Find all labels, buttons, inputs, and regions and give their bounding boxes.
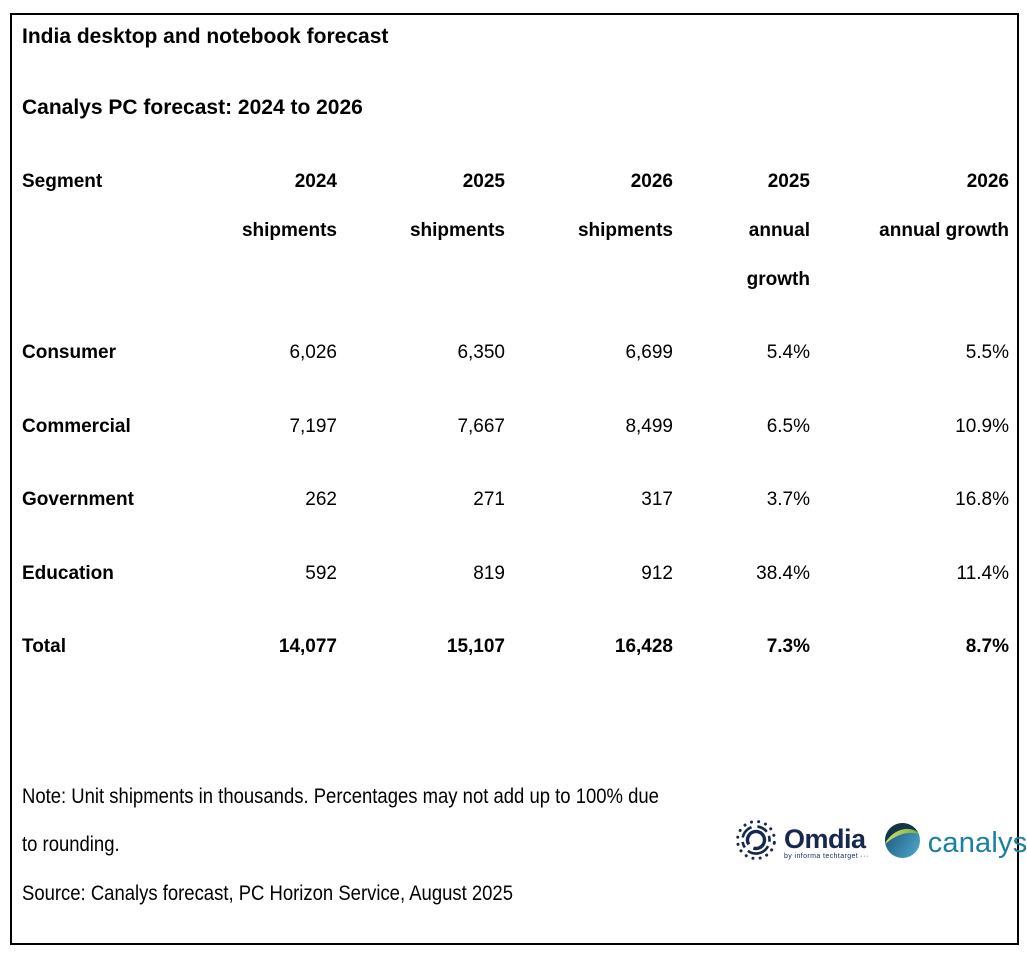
table-row-consumer: Consumer 6,026 6,350 6,699 5.4% 5.5% (22, 343, 1009, 417)
footnote-line-2: to rounding. (22, 833, 120, 856)
source-line: Source: Canalys forecast, PC Horizon Ser… (22, 882, 513, 905)
cell-2026-shipments: 16,428 (614, 636, 673, 658)
cell-2025-shipments: 271 (473, 489, 505, 511)
cell-2026-growth: 16.8% (955, 489, 1009, 511)
table-body: Consumer 6,026 6,350 6,699 5.4% 5.5% Com… (22, 343, 1009, 711)
cell-2025-shipments: 6,350 (457, 342, 505, 363)
chart-subtitle: Canalys PC forecast: 2024 to 2026 (22, 96, 363, 119)
table-row-government: Government 262 271 317 3.7% 16.8% (22, 490, 1009, 564)
cell-2026-growth: 10.9% (955, 415, 1009, 437)
segment-label: Commercial (22, 415, 131, 437)
omdia-wordmark: Omdia (784, 823, 866, 854)
cell-2024-shipments: 14,077 (278, 636, 337, 658)
cell-2024-shipments: 262 (305, 489, 337, 511)
chart-frame: India desktop and notebook forecast Cana… (10, 13, 1027, 945)
cell-2026-shipments: 317 (641, 489, 673, 511)
table-row-education: Education 592 819 912 38.4% 11.4% (22, 562, 1009, 638)
table-header-row: Segment 2024 shipments 2025 shipments 20… (22, 157, 1009, 304)
omdia-ring-icon (734, 818, 778, 867)
segment-label: Consumer (22, 342, 116, 363)
cell-2025-growth: 7.3% (766, 636, 810, 658)
logo-area: Omdia by informa techtarget ··· (734, 818, 1027, 867)
header-2024-shipments: 2024 shipments (241, 171, 337, 241)
cell-2025-growth: 6.5% (766, 415, 810, 437)
header-2026-shipments: 2026 shipments (577, 171, 673, 241)
header-2025-annual-growth: 2025 annual growth (746, 171, 810, 290)
cell-2025-shipments: 15,107 (446, 636, 505, 658)
cell-2025-growth: 5.4% (766, 342, 810, 363)
canalys-wordmark: canalys (927, 826, 1027, 859)
cell-2026-shipments: 8,499 (625, 415, 673, 437)
chart-title: India desktop and notebook forecast (22, 25, 389, 48)
omdia-tagline: by informa techtarget ··· (784, 852, 869, 860)
segment-label: Education (22, 562, 114, 584)
cell-2025-growth: 38.4% (756, 562, 810, 584)
cell-2024-shipments: 592 (305, 562, 337, 584)
cell-2026-growth: 8.7% (965, 636, 1009, 658)
cell-2025-growth: 3.7% (766, 489, 810, 511)
cell-2026-shipments: 912 (641, 562, 673, 584)
table-row-total: Total 14,077 15,107 16,428 7.3% 8.7% (22, 637, 1009, 711)
header-2025-shipments: 2025 shipments (409, 171, 505, 241)
cell-2024-shipments: 6,026 (289, 342, 337, 363)
cell-2026-growth: 11.4% (956, 562, 1009, 584)
cell-2026-shipments: 6,699 (625, 342, 673, 363)
table-row-commercial: Commercial 7,197 7,667 8,499 6.5% 10.9% (22, 415, 1009, 491)
canalys-logo: canalys (884, 822, 1027, 864)
forecast-table: Segment 2024 shipments 2025 shipments 20… (22, 157, 1009, 711)
segment-label: Total (22, 636, 66, 658)
header-2026-annual-growth: 2026 annual growth (879, 171, 1009, 241)
header-segment: Segment (22, 171, 103, 192)
cell-2024-shipments: 7,197 (289, 415, 337, 437)
cell-2026-growth: 5.5% (965, 342, 1009, 363)
cell-2025-shipments: 819 (473, 562, 505, 584)
omdia-logo: Omdia by informa techtarget ··· (734, 818, 869, 867)
omdia-wordmark-group: Omdia by informa techtarget ··· (784, 823, 869, 860)
cell-2025-shipments: 7,667 (457, 415, 505, 437)
canalys-globe-icon (884, 822, 921, 864)
segment-label: Government (22, 489, 134, 511)
footnote-line-1: Note: Unit shipments in thousands. Perce… (22, 785, 659, 808)
